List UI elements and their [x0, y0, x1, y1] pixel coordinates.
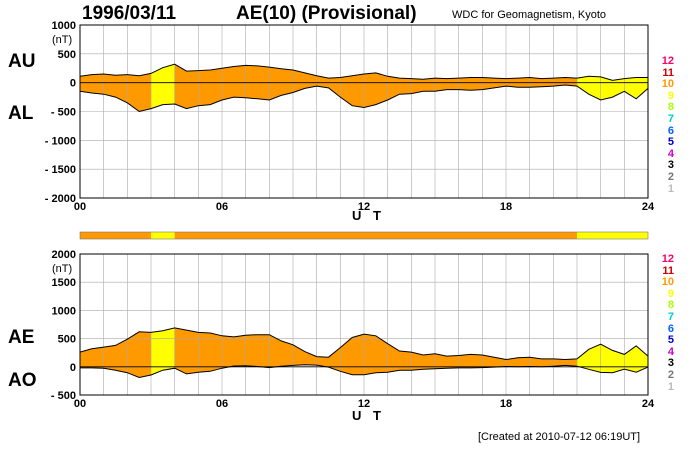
created-timestamp: [Created at 2010-07-12 06:19UT]: [478, 431, 641, 443]
al-series-label: AL: [8, 103, 34, 124]
ao-series-label: AO: [8, 370, 37, 391]
legend-station-count-3: 3: [667, 357, 674, 370]
panel1-ytick-label: 0: [70, 78, 76, 90]
panel1-ytick-label: - 1000: [45, 135, 76, 147]
legend-station-count-11: 11: [662, 66, 674, 79]
panel2-xtick-label: 00: [74, 398, 86, 410]
legend-station-count-2: 2: [667, 369, 674, 381]
panel1-fill-band-3: [577, 76, 648, 100]
station-strip-segment-0: [80, 232, 151, 239]
panel2-xtick-label: 06: [216, 398, 228, 410]
legend-station-count-7: 7: [667, 311, 674, 323]
legend-station-count-6: 6: [667, 322, 674, 335]
panel1-ytick-label: - 2000: [45, 193, 76, 205]
panel2-xtick-label: 18: [500, 398, 512, 410]
panel1-ytick-label: 500: [58, 49, 76, 61]
legend-station-count-5: 5: [667, 136, 674, 149]
ae-series-line: [79, 327, 649, 361]
panel2-fill-band-2: [174, 327, 577, 375]
al-series-line: [79, 84, 649, 113]
panel1-fill-band-1: [151, 64, 175, 109]
chart-date: 1996/03/11: [82, 3, 177, 24]
legend-station-count-7: 7: [667, 113, 674, 125]
au-series-label: AU: [8, 51, 36, 72]
panel2-xlabel: U T: [352, 408, 385, 423]
panel2-fill-band-1: [151, 327, 175, 375]
panel2-ytick-label: 0: [70, 362, 76, 374]
chart-title: AE(10) (Provisional): [236, 3, 417, 24]
panel1-xtick-label: 18: [500, 201, 512, 213]
station-strip-segment-2: [174, 232, 577, 239]
panel1-ytick-label: 1000: [52, 20, 76, 32]
panel1-xtick-label: 06: [216, 201, 228, 213]
legend-station-count-12: 12: [661, 253, 674, 265]
legend-station-count-1: 1: [667, 182, 674, 195]
panel2-fill-band-3: [577, 344, 648, 373]
legend-station-count-9: 9: [667, 89, 674, 102]
panel1-frame: [79, 24, 649, 199]
ao-series-line: [80, 364, 649, 379]
panel2-ytick-label: 2000: [52, 249, 76, 261]
legend-station-count-11: 11: [662, 264, 674, 277]
panel1-xtick-label: 24: [642, 201, 655, 213]
legend-station-count-8: 8: [667, 299, 674, 312]
panel2-unit-label: (nT): [52, 263, 73, 275]
panel2-ytick-label: 1000: [52, 305, 76, 317]
panel1-xtick-label: 00: [74, 201, 86, 213]
legend-station-count-4: 4: [667, 345, 674, 358]
legend-station-count-2: 2: [667, 171, 674, 183]
legend-station-count-10: 10: [661, 276, 674, 289]
station-strip-frame: [79, 231, 649, 240]
data-source: WDC for Geomagnetism, Kyoto: [452, 9, 607, 21]
station-strip-segment-3: [577, 232, 648, 239]
legend-station-count-5: 5: [667, 334, 674, 347]
panel1-ytick-label: - 1500: [45, 164, 76, 176]
legend-station-count-10: 10: [661, 78, 674, 91]
panel2-xtick-label: 24: [642, 398, 655, 410]
panel2-fill-band-0: [80, 331, 151, 378]
panel1-xtick-label: 12: [358, 201, 370, 213]
legend-station-count-3: 3: [667, 159, 674, 172]
panel2-frame: [79, 253, 649, 396]
panel1-unit-label: (nT): [52, 34, 73, 46]
panel1-ytick-label: - 500: [51, 107, 76, 119]
legend-station-count-9: 9: [667, 287, 674, 300]
panel2-xtick-label: 12: [358, 398, 370, 410]
legend-station-count-8: 8: [667, 101, 674, 114]
au-series-line: [79, 63, 648, 81]
legend-station-count-1: 1: [667, 380, 674, 393]
panel2-ytick-label: 500: [58, 334, 76, 346]
legend-station-count-12: 12: [661, 55, 674, 67]
legend-station-count-6: 6: [667, 124, 674, 137]
panel2-ytick-label: - 500: [51, 390, 76, 402]
panel1-fill-band-2: [174, 64, 577, 109]
legend-station-count-4: 4: [667, 147, 674, 160]
panel1-xlabel: U T: [352, 208, 385, 223]
ae-series-label: AE: [8, 327, 35, 348]
panel2-ytick-label: 1500: [52, 277, 76, 289]
station-strip-segment-1: [151, 232, 175, 239]
